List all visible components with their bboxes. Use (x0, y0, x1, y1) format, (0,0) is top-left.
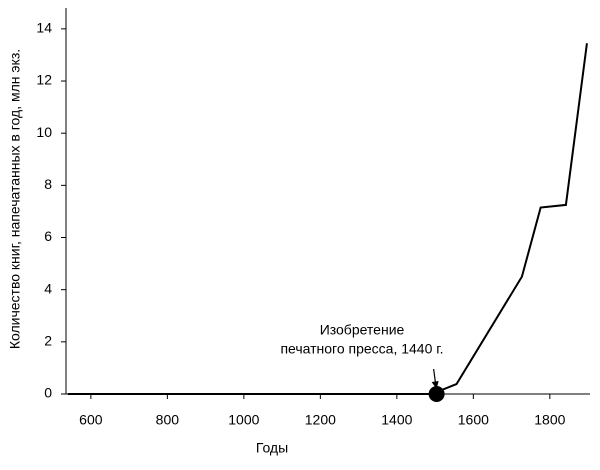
x-tick-label: 1600 (458, 412, 489, 428)
x-tick-label: 1000 (228, 412, 259, 428)
y-tick-label: 6 (44, 228, 52, 244)
annotation-text: печатного пресса, 1440 г. (280, 341, 443, 357)
y-tick-label: 4 (44, 280, 52, 296)
y-tick-label: 12 (36, 72, 52, 88)
y-tick-label: 0 (44, 385, 52, 401)
x-tick-label: 1800 (534, 412, 565, 428)
x-tick-label: 800 (156, 412, 180, 428)
annotation-arrowhead (431, 381, 439, 389)
y-tick-label: 2 (44, 333, 52, 349)
y-tick-label: 14 (36, 20, 52, 36)
x-axis-label: Годы (256, 440, 288, 456)
annotation-text: Изобретение (320, 322, 405, 338)
annotation-marker (428, 386, 445, 402)
x-tick-label: 600 (79, 412, 103, 428)
x-tick-label: 1400 (381, 412, 412, 428)
y-tick-label: 8 (44, 176, 52, 192)
y-tick-label: 10 (36, 124, 52, 140)
y-axis-label: Количество книг, напечатанных в год, млн… (7, 49, 23, 349)
x-tick-label: 1200 (305, 412, 336, 428)
